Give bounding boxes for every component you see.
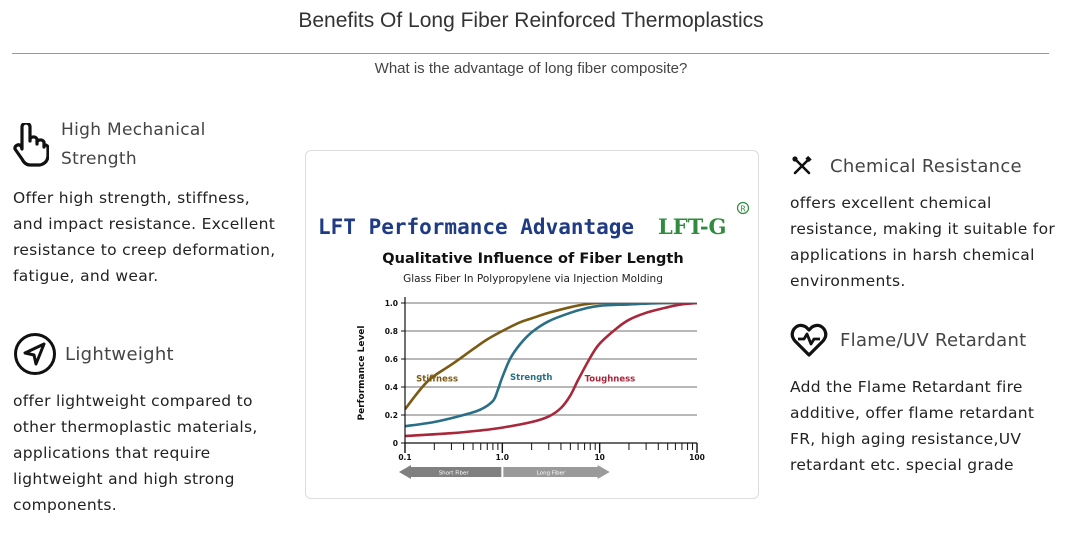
chart-title: Qualitative Influence of Fiber Length <box>382 251 683 267</box>
feature-title: Chemical Resistance <box>830 155 1022 177</box>
svg-text:R: R <box>740 205 746 214</box>
feature-chemical-resistance: Chemical Resistance offers excellent che… <box>790 154 1060 294</box>
title-divider <box>12 53 1049 54</box>
registered-mark: R <box>736 201 750 215</box>
series-line-toughness <box>405 303 697 438</box>
series-label: Toughness <box>585 375 636 385</box>
chart-banner: LFT Performance Advantage <box>318 215 634 239</box>
feature-description: Add the Flame Retardant fire additive, o… <box>790 378 1035 474</box>
performance-chart: LFT Performance Advantage LFT-G R Qualit… <box>318 201 750 479</box>
fiber-range-arrows: Short Fiber Long Fiber <box>399 465 610 479</box>
feature-description: Offer high strength, stiffness, and impa… <box>13 189 276 285</box>
range-arrow-label: Short Fiber <box>439 471 470 477</box>
y-axis-label: Performance Level <box>357 325 367 420</box>
y-tick-label: 0.2 <box>385 411 398 420</box>
y-tick-label: 1.0 <box>385 299 398 308</box>
feature-flame-uv-retardant: Flame/UV Retardant Add the Flame Retarda… <box>790 322 1060 478</box>
feature-description: offers excellent chemical resistance, ma… <box>790 194 1056 290</box>
feature-title: High Mechanical Strength <box>61 120 206 169</box>
chart-logo: LFT-G <box>658 214 726 239</box>
series-line-strength <box>405 303 697 428</box>
feature-title: Flame/UV Retardant <box>840 329 1027 351</box>
x-tick-label: 0.1 <box>398 453 411 462</box>
range-arrow-shape <box>503 465 610 479</box>
x-tick-label: 1.0 <box>496 453 509 462</box>
y-tick-label: 0 <box>393 439 398 448</box>
chart-subtitle: Glass Fiber In Polypropylene via Injecti… <box>403 273 663 285</box>
page-subtitle: What is the advantage of long fiber comp… <box>374 60 688 77</box>
series-labels: Stiffness Strength Toughness <box>416 373 635 384</box>
range-arrow-shape <box>399 465 502 479</box>
chart-card: LFT Performance Advantage LFT-G R Qualit… <box>305 150 759 499</box>
axes: 0 0.2 0.4 0.6 0.8 1.0 0.1 1.0 10 100 <box>385 297 705 462</box>
feature-description: offer lightweight compared to other ther… <box>13 392 258 514</box>
series-group <box>405 303 697 438</box>
x-tick-label: 10 <box>594 453 604 462</box>
feature-lightweight: Lightweight offer lightweight compared t… <box>13 332 278 518</box>
hand-pointer-icon <box>13 123 49 167</box>
location-arrow-icon <box>13 332 57 376</box>
feature-high-mechanical-strength: High Mechanical Strength Offer high stre… <box>13 116 278 289</box>
x-tick-label: 100 <box>689 453 705 462</box>
y-tick-label: 0.8 <box>385 327 398 336</box>
page-title: Benefits Of Long Fiber Reinforced Thermo… <box>298 9 764 32</box>
feature-title: Lightweight <box>65 343 174 365</box>
range-arrow: Short Fiber <box>399 465 502 479</box>
range-arrow: Long Fiber <box>503 465 610 479</box>
heart-pulse-icon <box>790 322 828 358</box>
tools-cross-icon <box>790 154 814 178</box>
y-tick-label: 0.4 <box>385 383 398 392</box>
series-line-stiffness <box>405 303 697 411</box>
series-label: Stiffness <box>416 375 458 385</box>
range-arrow-label: Long Fiber <box>537 471 566 477</box>
series-label: Strength <box>510 373 552 383</box>
y-tick-label: 0.6 <box>385 355 398 364</box>
